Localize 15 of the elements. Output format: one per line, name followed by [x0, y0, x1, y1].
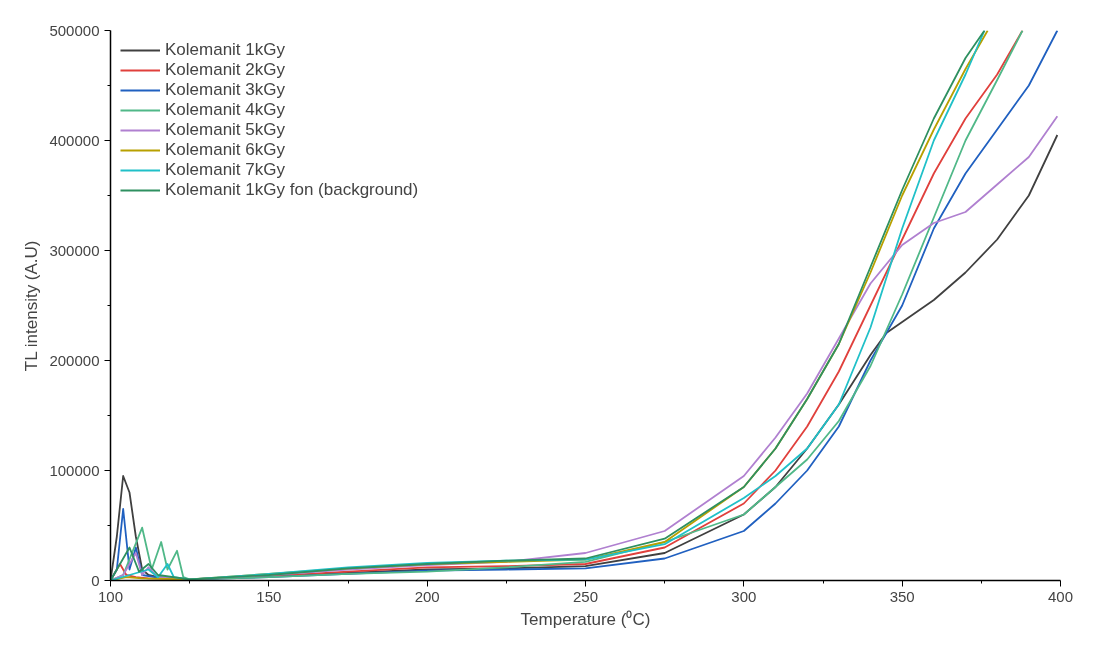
x-tick-label: 300: [731, 587, 757, 605]
x-axis-title: Temperature (⁰C): [520, 609, 651, 629]
x-tick-label: 400: [1047, 587, 1074, 605]
y-tick-label: 100000: [49, 461, 100, 479]
y-tick-label: 400000: [49, 131, 100, 149]
x-tick-label: 150: [256, 587, 282, 605]
x-tick-label: 350: [889, 587, 915, 605]
x-tick-label: 200: [414, 587, 440, 605]
y-tick-label: 0: [91, 571, 100, 589]
x-tick-label: 250: [572, 587, 599, 605]
y-tick-label: 500000: [49, 21, 100, 39]
y-tick-label: 200000: [49, 351, 100, 369]
x-tick-label: 100: [97, 587, 124, 605]
y-tick-label: 300000: [49, 241, 100, 259]
y-axis-title: TL intensity (A.U): [22, 240, 42, 372]
